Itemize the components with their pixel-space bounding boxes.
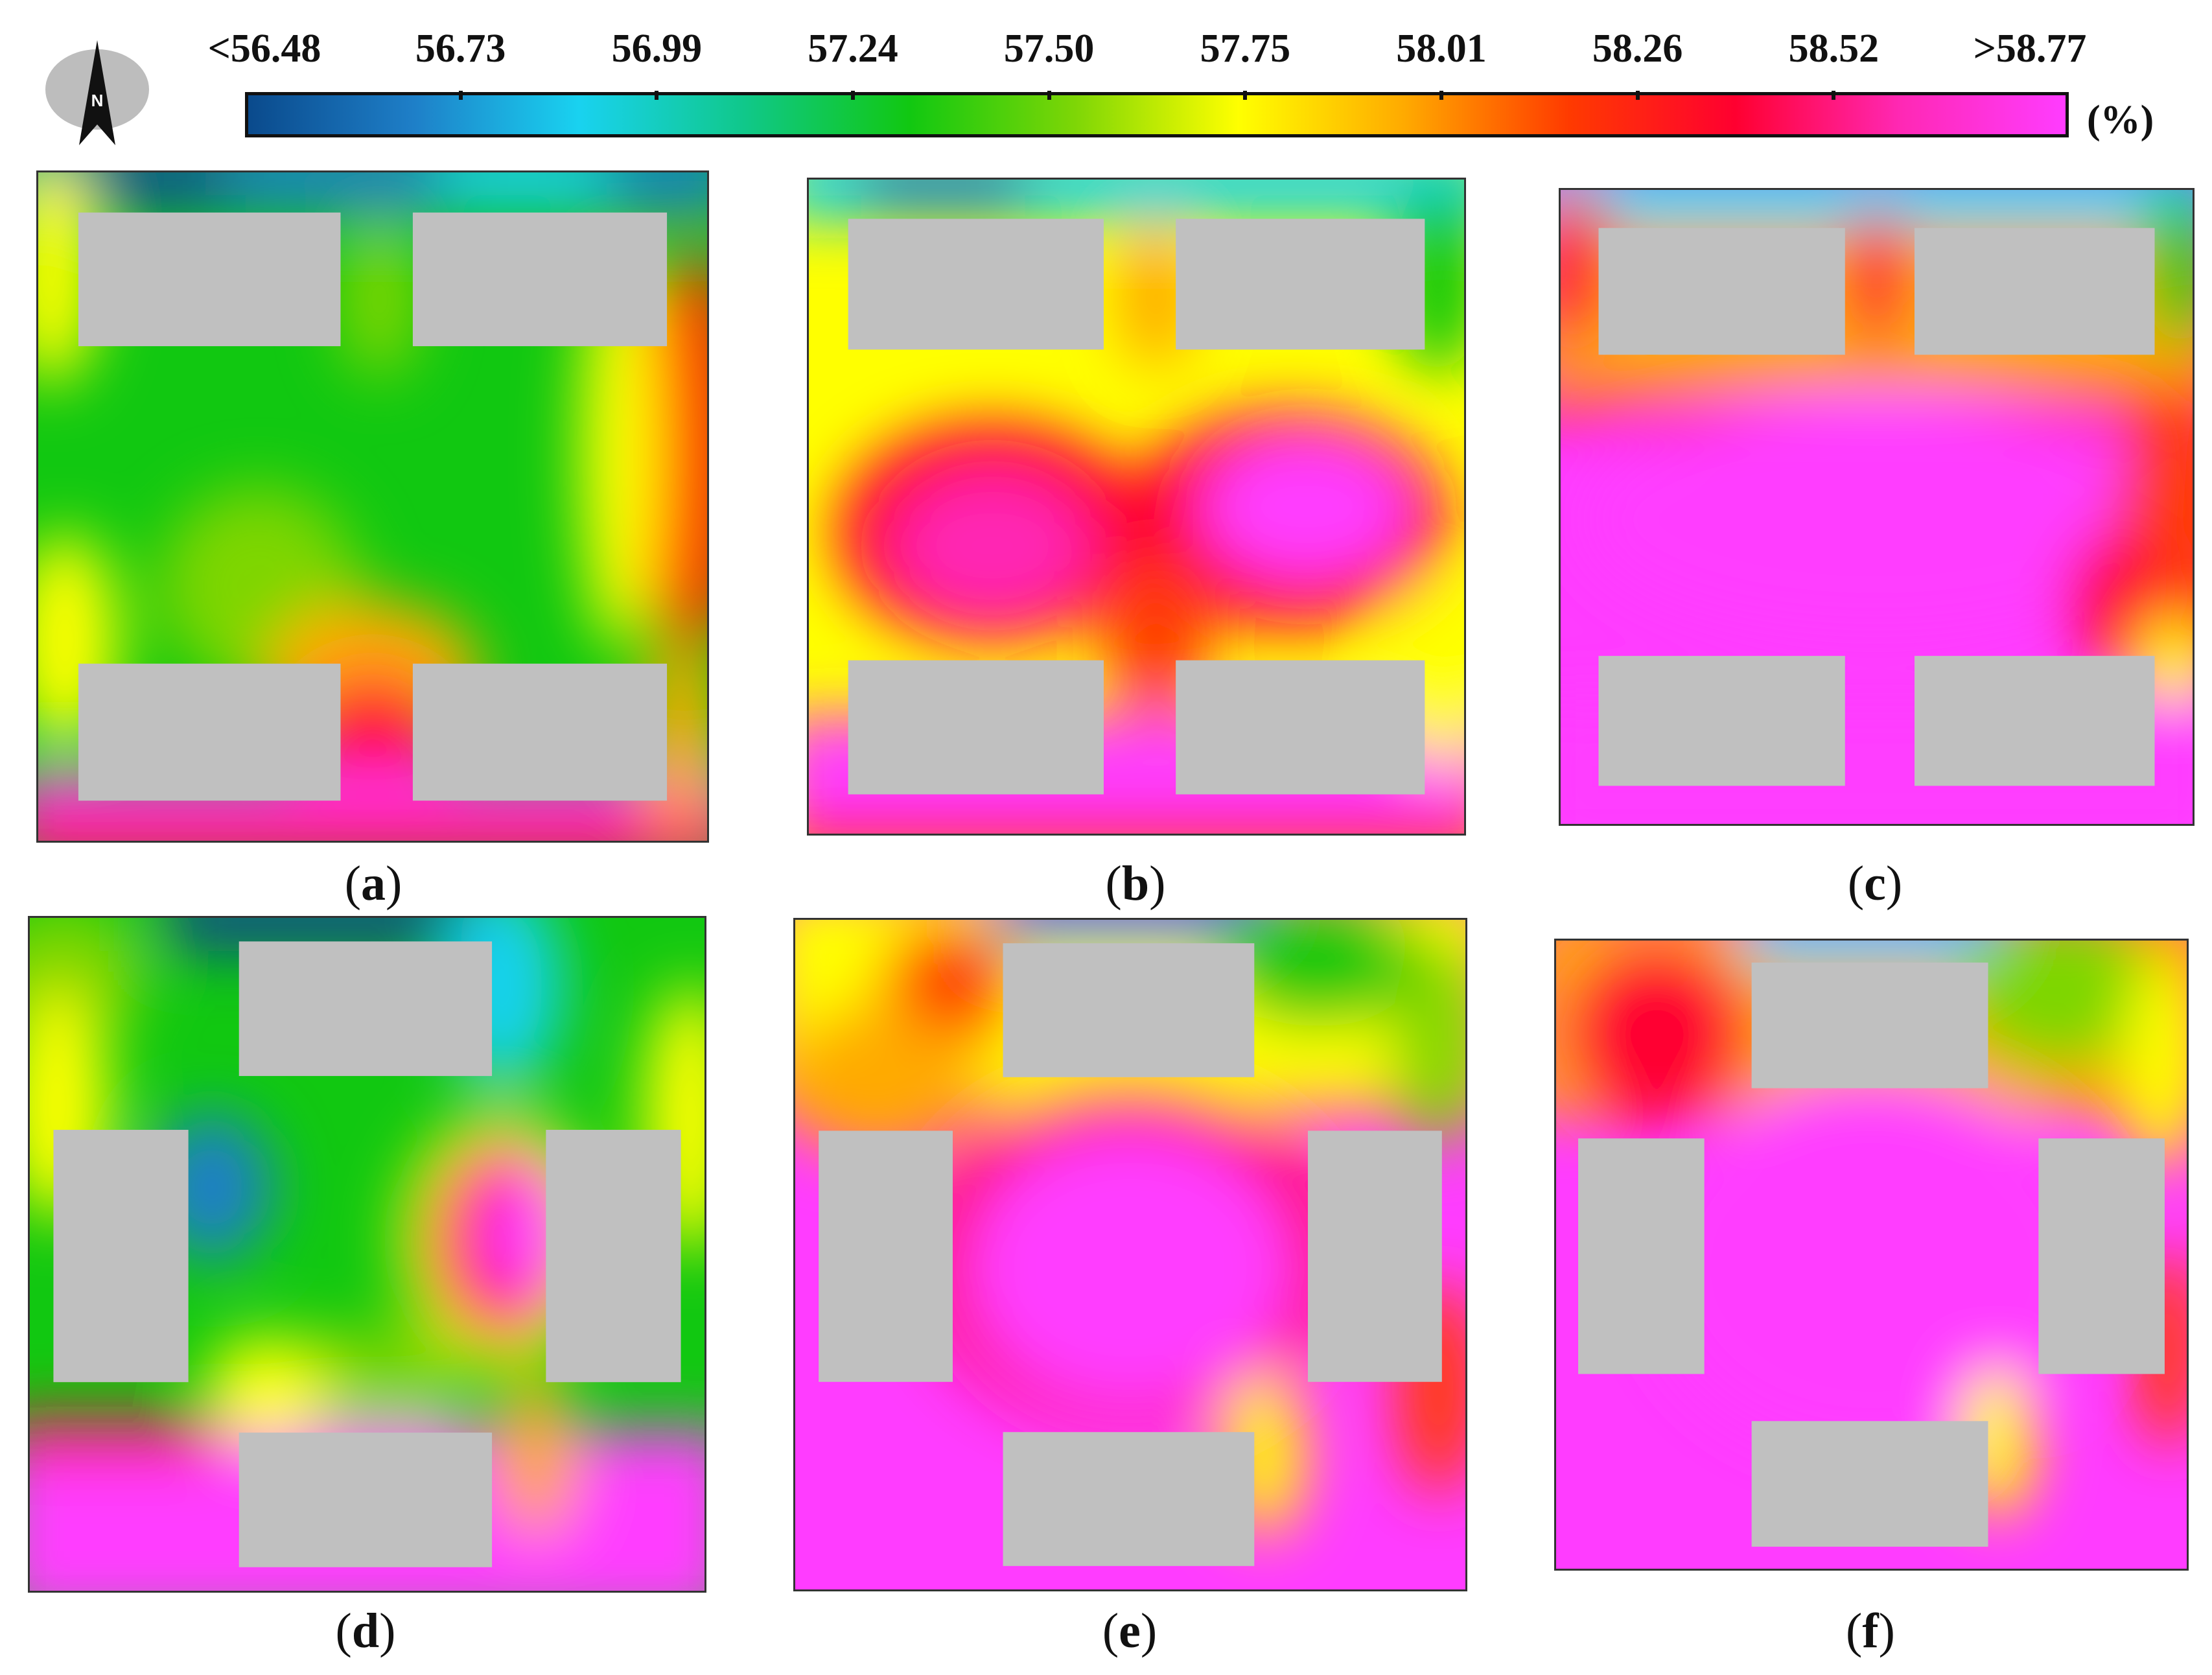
heatmap-panel-d (28, 916, 706, 1593)
building (819, 1130, 953, 1382)
building (239, 1433, 493, 1567)
panel-caption-f: (f) (1846, 1604, 1895, 1658)
colorbar (245, 92, 2069, 137)
colorbar-tick-mark (1635, 91, 1640, 100)
building (412, 663, 668, 801)
building (1751, 962, 1988, 1088)
colorbar-tick-label: 57.75 (1200, 27, 1291, 71)
panel-caption-a: (a) (344, 856, 402, 911)
north-label: N (91, 91, 104, 110)
colorbar-tick-mark (851, 91, 855, 100)
colorbar-tick-label: <56.48 (207, 27, 321, 71)
colorbar-tick-label: 57.24 (808, 27, 898, 71)
building (78, 212, 341, 347)
building (53, 1129, 189, 1383)
colorbar-tick-mark (655, 91, 659, 100)
colorbar-tick-label: 56.73 (415, 27, 506, 71)
colorbar-tick-label: 58.52 (1788, 27, 1880, 71)
colorbar-tick-mark (1243, 91, 1248, 100)
building (1578, 1138, 1705, 1374)
north-arrow-icon: N (41, 34, 158, 150)
building (1308, 1130, 1442, 1382)
building (2038, 1138, 2165, 1374)
heatmap-panel-a (36, 170, 709, 843)
building (1915, 228, 2155, 355)
building (1176, 218, 1425, 350)
heatmap-panel-c (1559, 188, 2195, 826)
colorbar-tick-label: 58.26 (1592, 27, 1683, 71)
colorbar-tick-mark (1439, 91, 1443, 100)
building (848, 660, 1104, 795)
panel-caption-c: (c) (1847, 856, 1903, 911)
building (546, 1129, 681, 1383)
colorbar-tick-mark (458, 91, 463, 100)
colorbar-tick-labels: <56.48 56.73 56.99 57.24 57.50 57.75 58.01 58.2… (0, 0, 2212, 91)
heatmap-panel-e (793, 918, 1467, 1591)
heatmap-panel-f (1554, 939, 2189, 1571)
heatmap-panel-b (807, 178, 1466, 836)
building (848, 218, 1104, 350)
building (412, 212, 668, 347)
building (1003, 943, 1255, 1077)
building (1915, 655, 2155, 786)
panel-caption-e: (e) (1102, 1604, 1158, 1658)
colorbar-unit: (%) (2087, 98, 2154, 142)
building (1751, 1421, 1988, 1547)
panel-caption-d: (d) (335, 1604, 396, 1658)
building (1598, 228, 1845, 355)
building (78, 663, 341, 801)
building (1003, 1432, 1255, 1566)
building (1598, 655, 1845, 786)
colorbar-tick-label: 57.50 (1003, 27, 1095, 71)
colorbar-tick-label: 56.99 (611, 27, 703, 71)
building (1176, 660, 1425, 795)
panel-caption-b: (b) (1105, 856, 1166, 911)
colorbar-tick-label: 58.01 (1396, 27, 1487, 71)
colorbar-tick-label: >58.77 (1973, 27, 2087, 71)
colorbar-tick-mark (1047, 91, 1051, 100)
building (239, 941, 493, 1076)
colorbar-tick-mark (1832, 91, 1836, 100)
